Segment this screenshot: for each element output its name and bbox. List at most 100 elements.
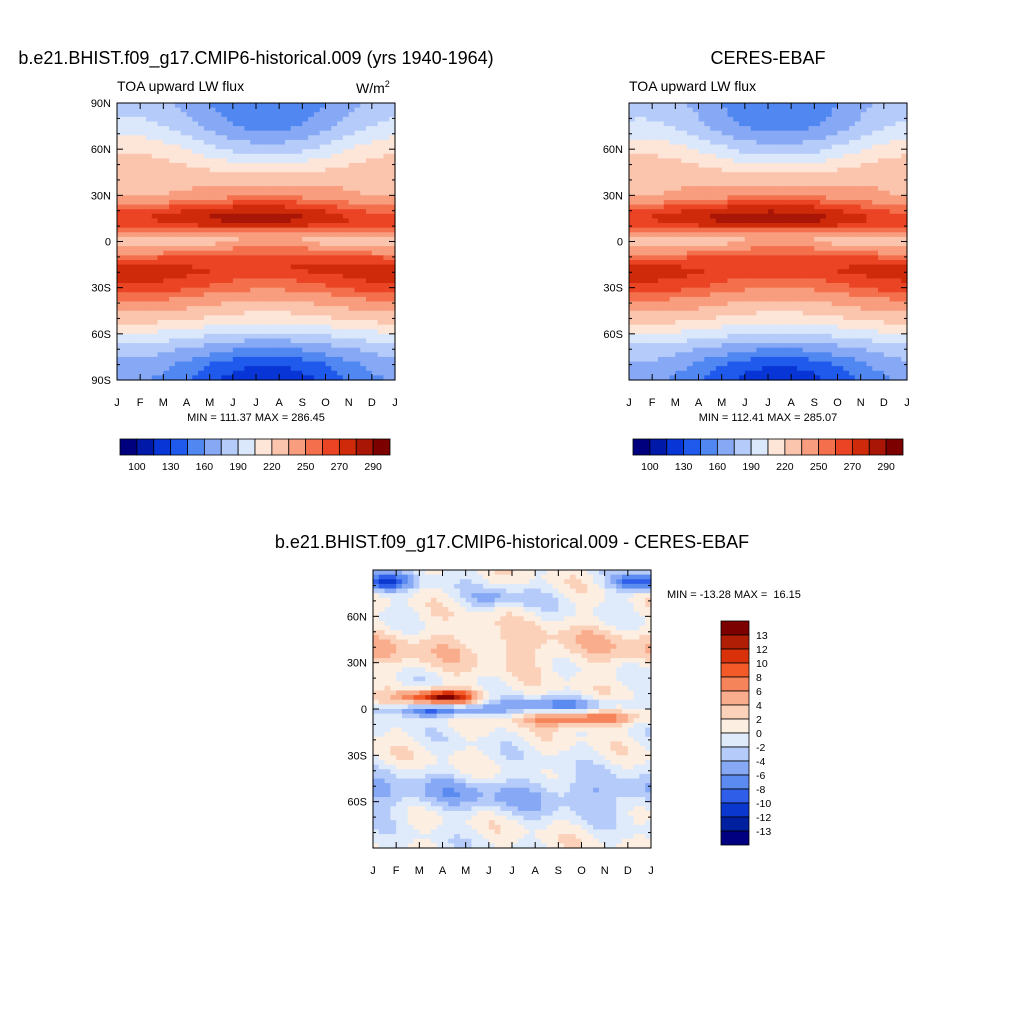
- field-cell: [232, 352, 240, 358]
- field-cell: [221, 130, 228, 136]
- field-cell: [878, 163, 885, 169]
- field-cell: [820, 112, 827, 118]
- field-cell: [901, 135, 908, 141]
- field-cell: [796, 250, 804, 256]
- field-cell: [377, 278, 385, 284]
- field-cell: [796, 273, 804, 280]
- field-cell: [267, 195, 274, 201]
- field-cell: [186, 112, 193, 118]
- field-cell: [675, 158, 682, 164]
- field-cell: [796, 121, 804, 127]
- field-cell: [325, 315, 332, 321]
- field-cell: [290, 324, 298, 330]
- field-cell: [157, 375, 164, 381]
- field-cell: [715, 103, 723, 109]
- field-cell: [634, 236, 642, 243]
- field-cell: [232, 283, 240, 289]
- field-cell: [791, 264, 798, 270]
- field-cell: [238, 236, 246, 243]
- field-cell: [296, 227, 303, 233]
- field-cell: [389, 333, 396, 340]
- field-cell: [238, 352, 246, 358]
- field-cell: [360, 153, 367, 159]
- field-cell: [215, 232, 222, 238]
- field-cell: [354, 292, 361, 298]
- field-cell: [791, 218, 798, 224]
- field-cell: [739, 181, 746, 187]
- field-cell: [325, 209, 332, 215]
- field-cell: [319, 223, 327, 229]
- field-cell: [256, 204, 263, 210]
- field-cell: [244, 190, 251, 196]
- field-cell: [198, 370, 205, 376]
- field-cell: [640, 223, 647, 229]
- field-cell: [348, 301, 356, 307]
- field-cell: [238, 121, 246, 127]
- field-cell: [122, 153, 130, 159]
- field-cell: [117, 139, 124, 146]
- field-cell: [261, 186, 269, 192]
- field-cell: [348, 287, 356, 293]
- field-cell: [802, 190, 810, 196]
- field-cell: [785, 250, 792, 256]
- field-cell: [250, 190, 257, 196]
- field-cell: [750, 116, 758, 123]
- field-cell: [779, 259, 786, 266]
- field-cell: [342, 139, 350, 146]
- field-cell: [675, 163, 682, 169]
- field-cell: [256, 153, 263, 159]
- field-cell: [319, 250, 327, 256]
- field-cell: [273, 310, 280, 316]
- field-cell: [250, 361, 257, 367]
- field-cell: [203, 167, 211, 173]
- field-cell: [331, 186, 338, 192]
- field-cell: [198, 163, 205, 169]
- field-cell: [186, 246, 193, 252]
- field-cell: [860, 250, 868, 256]
- field-cell: [698, 153, 705, 159]
- field-cell: [209, 338, 217, 344]
- field-cell: [814, 255, 821, 261]
- field-cell: [331, 153, 338, 159]
- field-cell: [302, 375, 309, 381]
- field-cell: [128, 319, 135, 326]
- field-cell: [151, 306, 159, 312]
- field-cell: [675, 149, 682, 155]
- field-cell: [348, 181, 356, 187]
- field-cell: [169, 287, 176, 293]
- field-cell: [163, 338, 170, 344]
- field-cell: [250, 167, 257, 173]
- field-cell: [825, 176, 833, 183]
- field-cell: [727, 121, 734, 127]
- field-cell: [221, 112, 228, 118]
- field-cell: [750, 153, 758, 159]
- field-cell: [883, 135, 891, 141]
- field-cell: [203, 283, 211, 289]
- field-cell: [279, 338, 286, 344]
- field-cell: [122, 186, 130, 192]
- field-cell: [308, 250, 315, 256]
- field-cell: [739, 278, 746, 284]
- field-cell: [663, 255, 671, 261]
- field-cell: [675, 121, 682, 127]
- field-cell: [389, 255, 396, 261]
- field-cell: [843, 186, 850, 192]
- field-cell: [634, 130, 642, 136]
- field-cell: [169, 301, 176, 307]
- field-cell: [192, 163, 199, 169]
- field-cell: [238, 232, 246, 238]
- field-cell: [169, 163, 176, 169]
- field-cell: [157, 287, 164, 293]
- field-cell: [849, 241, 856, 247]
- field-cell: [134, 130, 141, 136]
- field-cell: [739, 190, 746, 196]
- field-cell: [791, 158, 798, 164]
- field-cell: [779, 167, 786, 173]
- field-cell: [652, 259, 659, 266]
- field-cell: [895, 236, 902, 243]
- field-cell: [634, 223, 642, 229]
- field-cell: [354, 103, 361, 109]
- field-cell: [646, 186, 653, 192]
- field-cell: [849, 126, 856, 132]
- field-cell: [337, 158, 344, 164]
